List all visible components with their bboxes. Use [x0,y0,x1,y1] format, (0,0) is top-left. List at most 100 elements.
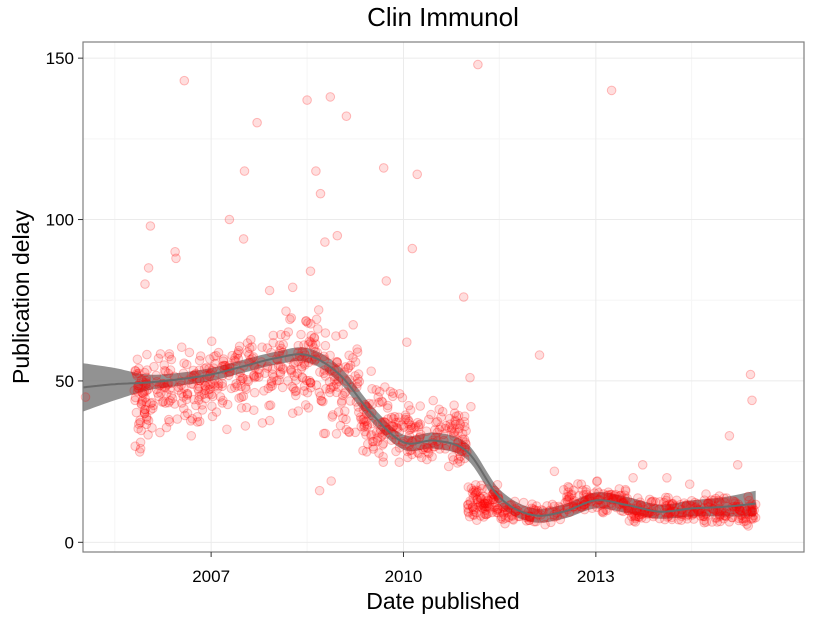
data-point [350,357,361,367]
data-point [630,517,641,527]
data-point [558,485,569,495]
data-point [288,359,299,369]
data-point [165,365,176,375]
data-point [233,345,244,356]
smooth-confidence-band [83,347,756,523]
data-point [636,513,647,523]
data-point [472,494,483,505]
data-point [634,512,645,522]
data-point [176,388,187,399]
data-point [455,418,465,429]
data-point [259,386,269,396]
data-point [620,486,631,496]
data-point [466,483,477,494]
data-point [160,382,170,392]
data-point [447,452,458,462]
data-point [502,506,513,517]
data-point [344,426,354,437]
data-point [478,500,488,510]
data-point [380,382,390,392]
data-point [437,406,448,417]
data-point [367,399,378,409]
data-point [205,384,215,394]
data-point [340,406,350,417]
data-point [257,418,268,428]
data-point [402,337,412,348]
data-point [598,489,609,499]
data-point [378,438,389,449]
data-point [492,505,503,515]
data-point [303,318,313,328]
data-point [696,508,707,519]
plot-panel-border [82,41,805,553]
data-point [232,349,243,360]
data-point [690,497,700,508]
data-point [306,378,316,388]
data-point [272,375,282,386]
data-point [266,378,277,389]
data-point [387,391,398,402]
data-point [406,445,417,455]
data-point [661,492,671,503]
data-point [360,426,370,437]
data-point [528,504,539,514]
data-point [745,369,756,380]
data-point [224,214,235,225]
data-point [477,484,487,494]
data-point [210,381,220,392]
data-point [415,432,425,442]
data-point [470,487,480,497]
data-point [741,506,752,517]
data-point [278,364,288,375]
data-point [605,489,616,500]
data-point [472,497,483,508]
data-point [136,399,147,410]
data-point [534,350,545,360]
data-point [148,400,159,411]
data-point [750,512,761,523]
data-point [478,491,489,502]
data-point [487,507,498,518]
data-point [737,510,747,521]
data-point [178,392,189,402]
data-point [486,494,496,505]
data-point [719,493,729,504]
data-point [434,404,445,415]
data-point [309,333,319,343]
data-point [305,378,316,388]
data-point [659,497,669,508]
data-point [448,428,459,438]
data-point [306,319,316,329]
data-point [671,495,682,506]
data-point [343,362,354,373]
data-point [166,354,177,365]
data-point [230,382,240,393]
data-point [338,390,348,401]
data-point [194,395,204,405]
data-point [311,314,322,325]
data-point [179,358,189,369]
smooth-trend-line [82,353,756,517]
data-point [328,410,338,420]
y-tick-label: 100 [46,211,74,230]
data-point [180,410,190,421]
data-point [315,188,326,199]
data-point [480,505,491,516]
data-point [676,511,687,522]
data-point [291,386,301,396]
data-point [440,444,451,454]
data-point [197,400,207,410]
data-point [388,421,398,432]
data-point [648,496,658,507]
data-point [325,384,335,394]
data-point [475,500,486,510]
data-point [428,395,439,406]
data-point [170,247,180,257]
data-point [293,356,303,367]
data-point [453,410,464,421]
data-point [569,495,579,506]
data-point [164,414,174,425]
y-axis-ticks: 0 50 100 150 [46,49,83,552]
data-point [267,369,278,380]
data-point [566,490,576,501]
